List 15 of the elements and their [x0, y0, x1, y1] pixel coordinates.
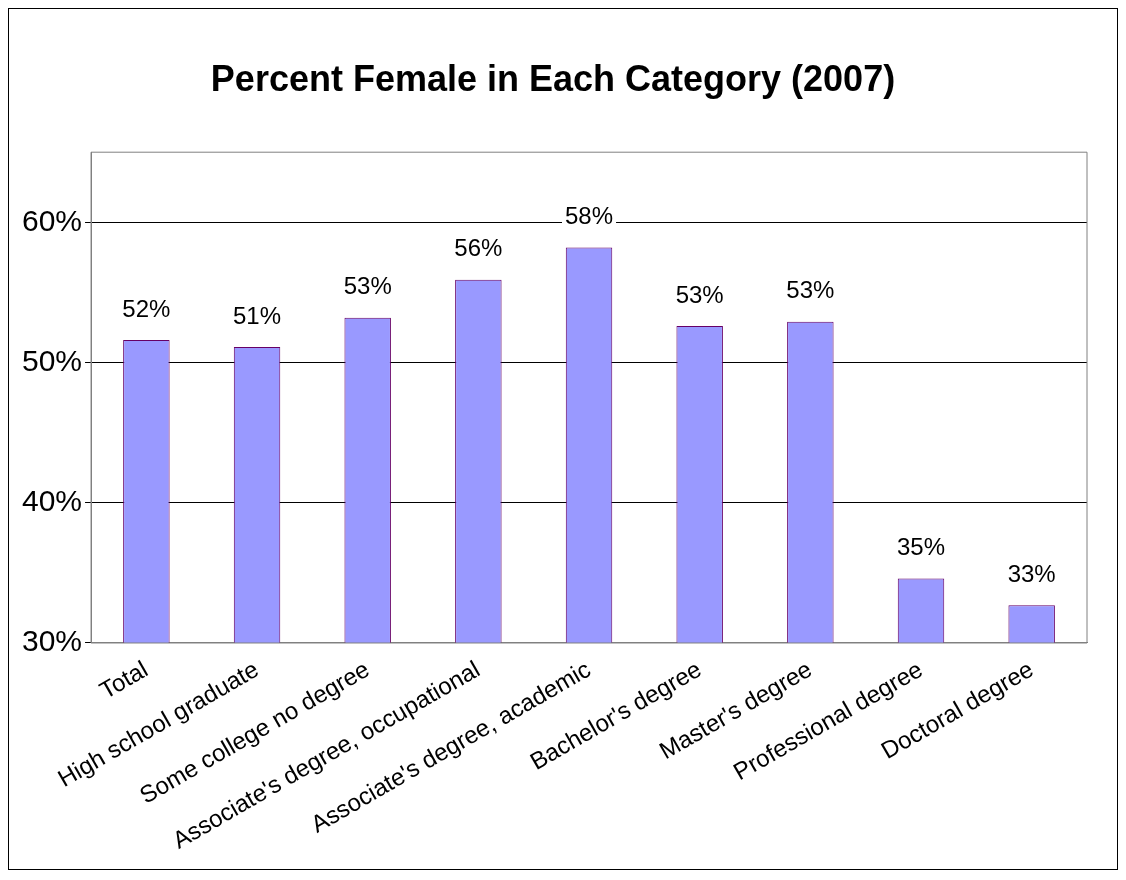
y-tick-label: 50%	[22, 343, 83, 377]
x-tick-label: Total	[94, 655, 153, 704]
data-label: 52%	[122, 294, 171, 322]
data-label: 53%	[675, 280, 724, 308]
data-label: 53%	[343, 272, 392, 300]
data-label: 53%	[786, 276, 835, 304]
data-label: 33%	[1007, 559, 1056, 587]
data-label: 56%	[454, 234, 503, 262]
data-label: 58%	[565, 202, 614, 230]
y-tick-label: 40%	[22, 484, 83, 518]
y-tick-label: 60%	[22, 203, 83, 237]
data-label: 35%	[896, 533, 946, 561]
y-tick-label: 30%	[22, 624, 83, 658]
chart-title: Percent Female in Each Category (2007)	[210, 57, 896, 99]
data-label: 51%	[233, 301, 282, 329]
